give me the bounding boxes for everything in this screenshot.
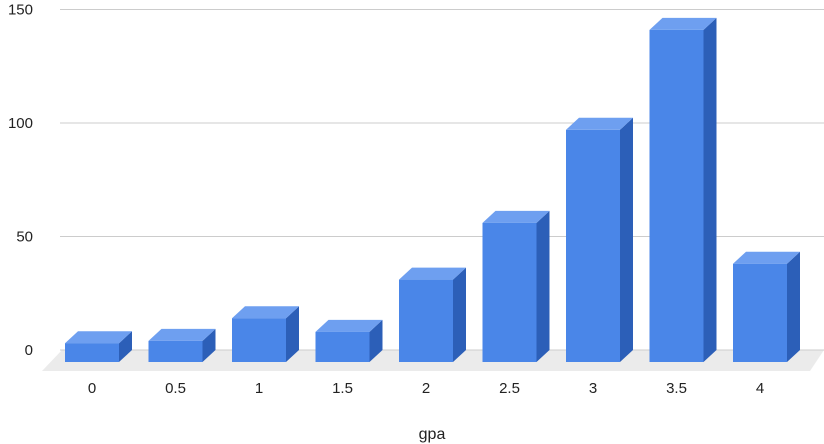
bar-side: [620, 117, 633, 362]
x-tick-label: 2.5: [499, 380, 520, 397]
bar: [482, 210, 550, 362]
bar: [399, 267, 466, 362]
bar-front: [65, 343, 119, 362]
x-tick-label: 4: [756, 380, 764, 397]
bars: [65, 17, 800, 363]
bar: [65, 331, 132, 362]
x-tick-label: 0: [88, 380, 96, 397]
bar-top: [733, 251, 800, 264]
x-axis-title: gpa: [419, 426, 446, 443]
bar-front: [148, 340, 203, 362]
x-tick-label: 3: [589, 380, 597, 397]
x-tick-label: 0.5: [165, 380, 186, 397]
bar-side: [369, 319, 383, 362]
bar-top: [566, 117, 633, 130]
x-axis-tick-labels: 0 0.5 1 1.5 2 2.5 3 3.5 4: [88, 380, 764, 397]
bar-side: [202, 328, 216, 362]
x-tick-label: 3.5: [666, 380, 687, 397]
bar-side: [286, 306, 299, 362]
bar-top: [399, 267, 466, 280]
bar-top: [649, 17, 717, 30]
bar: [315, 319, 383, 362]
bar: [649, 17, 717, 363]
y-tick-label: 150: [8, 2, 33, 19]
x-tick-label: 1: [255, 380, 263, 397]
bar-side: [119, 331, 132, 362]
bar-top: [315, 319, 383, 332]
y-tick-label: 0: [25, 342, 33, 359]
bar-top: [232, 306, 299, 319]
x-tick-label: 2: [422, 380, 430, 397]
bar-front: [399, 279, 453, 362]
bar-top: [482, 210, 550, 223]
bar-front: [315, 331, 370, 362]
bar: [232, 306, 299, 362]
y-axis-tick-labels: 0 50 100 150: [8, 2, 33, 360]
bar-front: [733, 263, 787, 362]
bar-side: [703, 17, 717, 363]
bar: [148, 328, 216, 362]
bar-side: [787, 251, 800, 362]
y-tick-label: 50: [16, 229, 33, 246]
bar-front: [566, 129, 620, 362]
bar-top: [148, 328, 216, 341]
bar: [733, 251, 800, 362]
bar-side: [536, 210, 550, 362]
y-tick-label: 100: [8, 115, 33, 132]
x-tick-label: 1.5: [332, 380, 353, 397]
bar: [566, 117, 633, 362]
bar-side: [453, 267, 466, 362]
bar-top: [65, 331, 132, 344]
bar-front: [649, 29, 704, 363]
bar-front: [482, 222, 537, 362]
bar-front: [232, 318, 286, 362]
